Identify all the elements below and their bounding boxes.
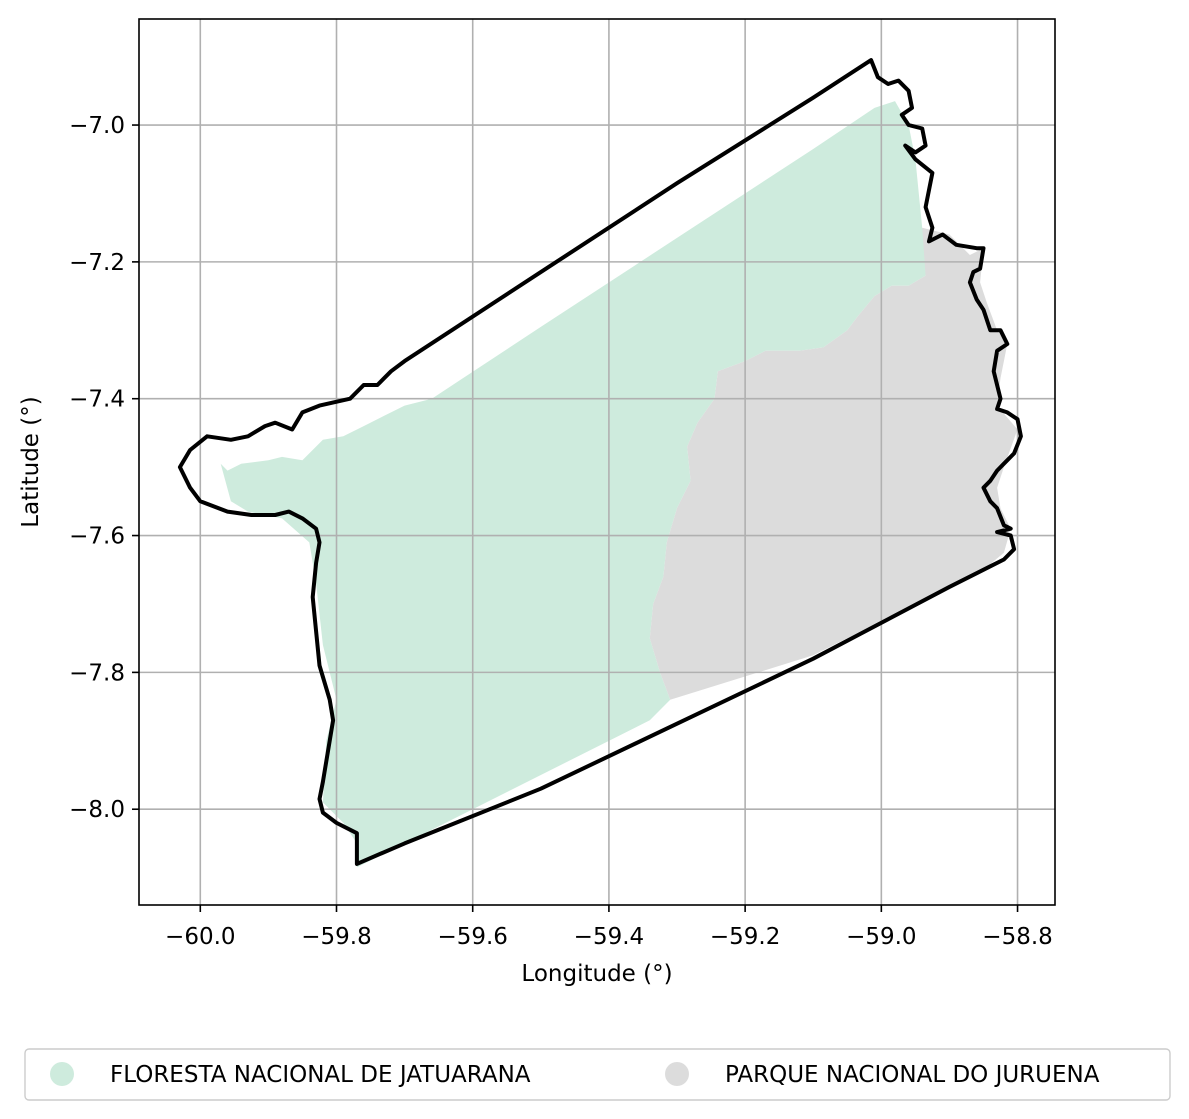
x-tick-label: −59.0 — [846, 924, 916, 950]
x-tick-label: −58.8 — [982, 924, 1052, 950]
x-tick-label: −59.6 — [437, 924, 507, 950]
x-tick-label: −59.2 — [710, 924, 780, 950]
x-axis-label: Longitude (°) — [521, 961, 672, 987]
region-floresta-nacional-de-jatuarana — [220, 101, 929, 868]
legend-label-parque: PARQUE NACIONAL DO JURUENA — [725, 1062, 1100, 1088]
legend-label-floresta: FLORESTA NACIONAL DE JATUARANA — [110, 1062, 531, 1088]
legend: FLORESTA NACIONAL DE JATUARANA PARQUE NA… — [24, 1048, 1171, 1101]
y-tick-label: −7.6 — [69, 524, 125, 550]
grid-layer — [139, 19, 1055, 905]
region-parque-nacional-do-juruena — [649, 227, 1018, 700]
y-ticks-layer: −7.0 −7.2 −7.4 −7.6 −7.8 −8.0 — [69, 113, 139, 823]
legend-frame — [24, 1048, 1171, 1101]
study-area-outline — [177, 58, 1023, 866]
y-tick-label: −8.0 — [69, 797, 125, 823]
legend-marker-floresta — [50, 1062, 74, 1086]
y-tick-label: −7.0 — [69, 113, 125, 139]
y-tick-label: −7.8 — [69, 660, 125, 686]
plot-frame — [138, 18, 1056, 906]
legend-marker-parque — [665, 1062, 689, 1086]
x-tick-label: −59.8 — [301, 924, 371, 950]
x-ticks-layer: −60.0 −59.8 −59.6 −59.4 −59.2 −59.0 −58.8 — [165, 905, 1053, 950]
y-axis-label: Latitude (°) — [18, 396, 44, 527]
x-tick-label: −60.0 — [165, 924, 235, 950]
y-tick-label: −7.2 — [69, 250, 125, 276]
x-tick-label: −59.4 — [574, 924, 644, 950]
outline-layer — [177, 58, 1023, 866]
regions-layer — [220, 101, 1018, 868]
y-tick-label: −7.4 — [69, 387, 125, 413]
